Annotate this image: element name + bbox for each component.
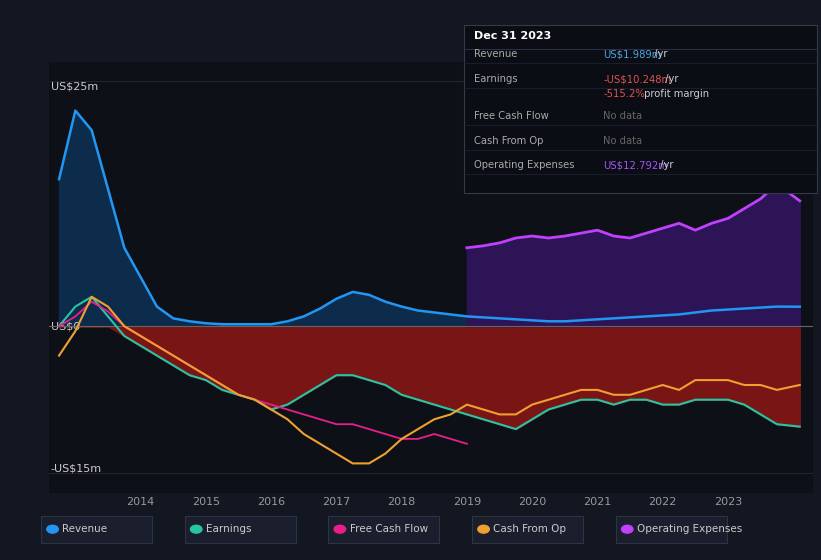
- Text: /yr: /yr: [662, 74, 679, 84]
- Text: Revenue: Revenue: [474, 49, 517, 59]
- Text: Cash From Op: Cash From Op: [474, 136, 544, 146]
- Text: Operating Expenses: Operating Expenses: [637, 524, 742, 534]
- Text: /yr: /yr: [657, 160, 673, 170]
- Text: US$0: US$0: [51, 321, 80, 331]
- Text: -US$10.248m: -US$10.248m: [603, 74, 672, 84]
- Text: Earnings: Earnings: [474, 74, 517, 84]
- Text: No data: No data: [603, 111, 643, 121]
- Text: profit margin: profit margin: [641, 90, 709, 99]
- Text: Free Cash Flow: Free Cash Flow: [474, 111, 548, 121]
- Text: Earnings: Earnings: [206, 524, 251, 534]
- Text: Free Cash Flow: Free Cash Flow: [350, 524, 428, 534]
- Text: No data: No data: [603, 136, 643, 146]
- Text: Cash From Op: Cash From Op: [493, 524, 566, 534]
- Text: /yr: /yr: [652, 49, 668, 59]
- Text: Operating Expenses: Operating Expenses: [474, 160, 574, 170]
- Text: -US$15m: -US$15m: [51, 463, 102, 473]
- Text: -515.2%: -515.2%: [603, 90, 645, 99]
- Text: US$12.792m: US$12.792m: [603, 160, 668, 170]
- Text: Dec 31 2023: Dec 31 2023: [474, 31, 551, 41]
- Text: US$1.989m: US$1.989m: [603, 49, 662, 59]
- Text: US$25m: US$25m: [51, 81, 98, 91]
- Text: Revenue: Revenue: [62, 524, 108, 534]
